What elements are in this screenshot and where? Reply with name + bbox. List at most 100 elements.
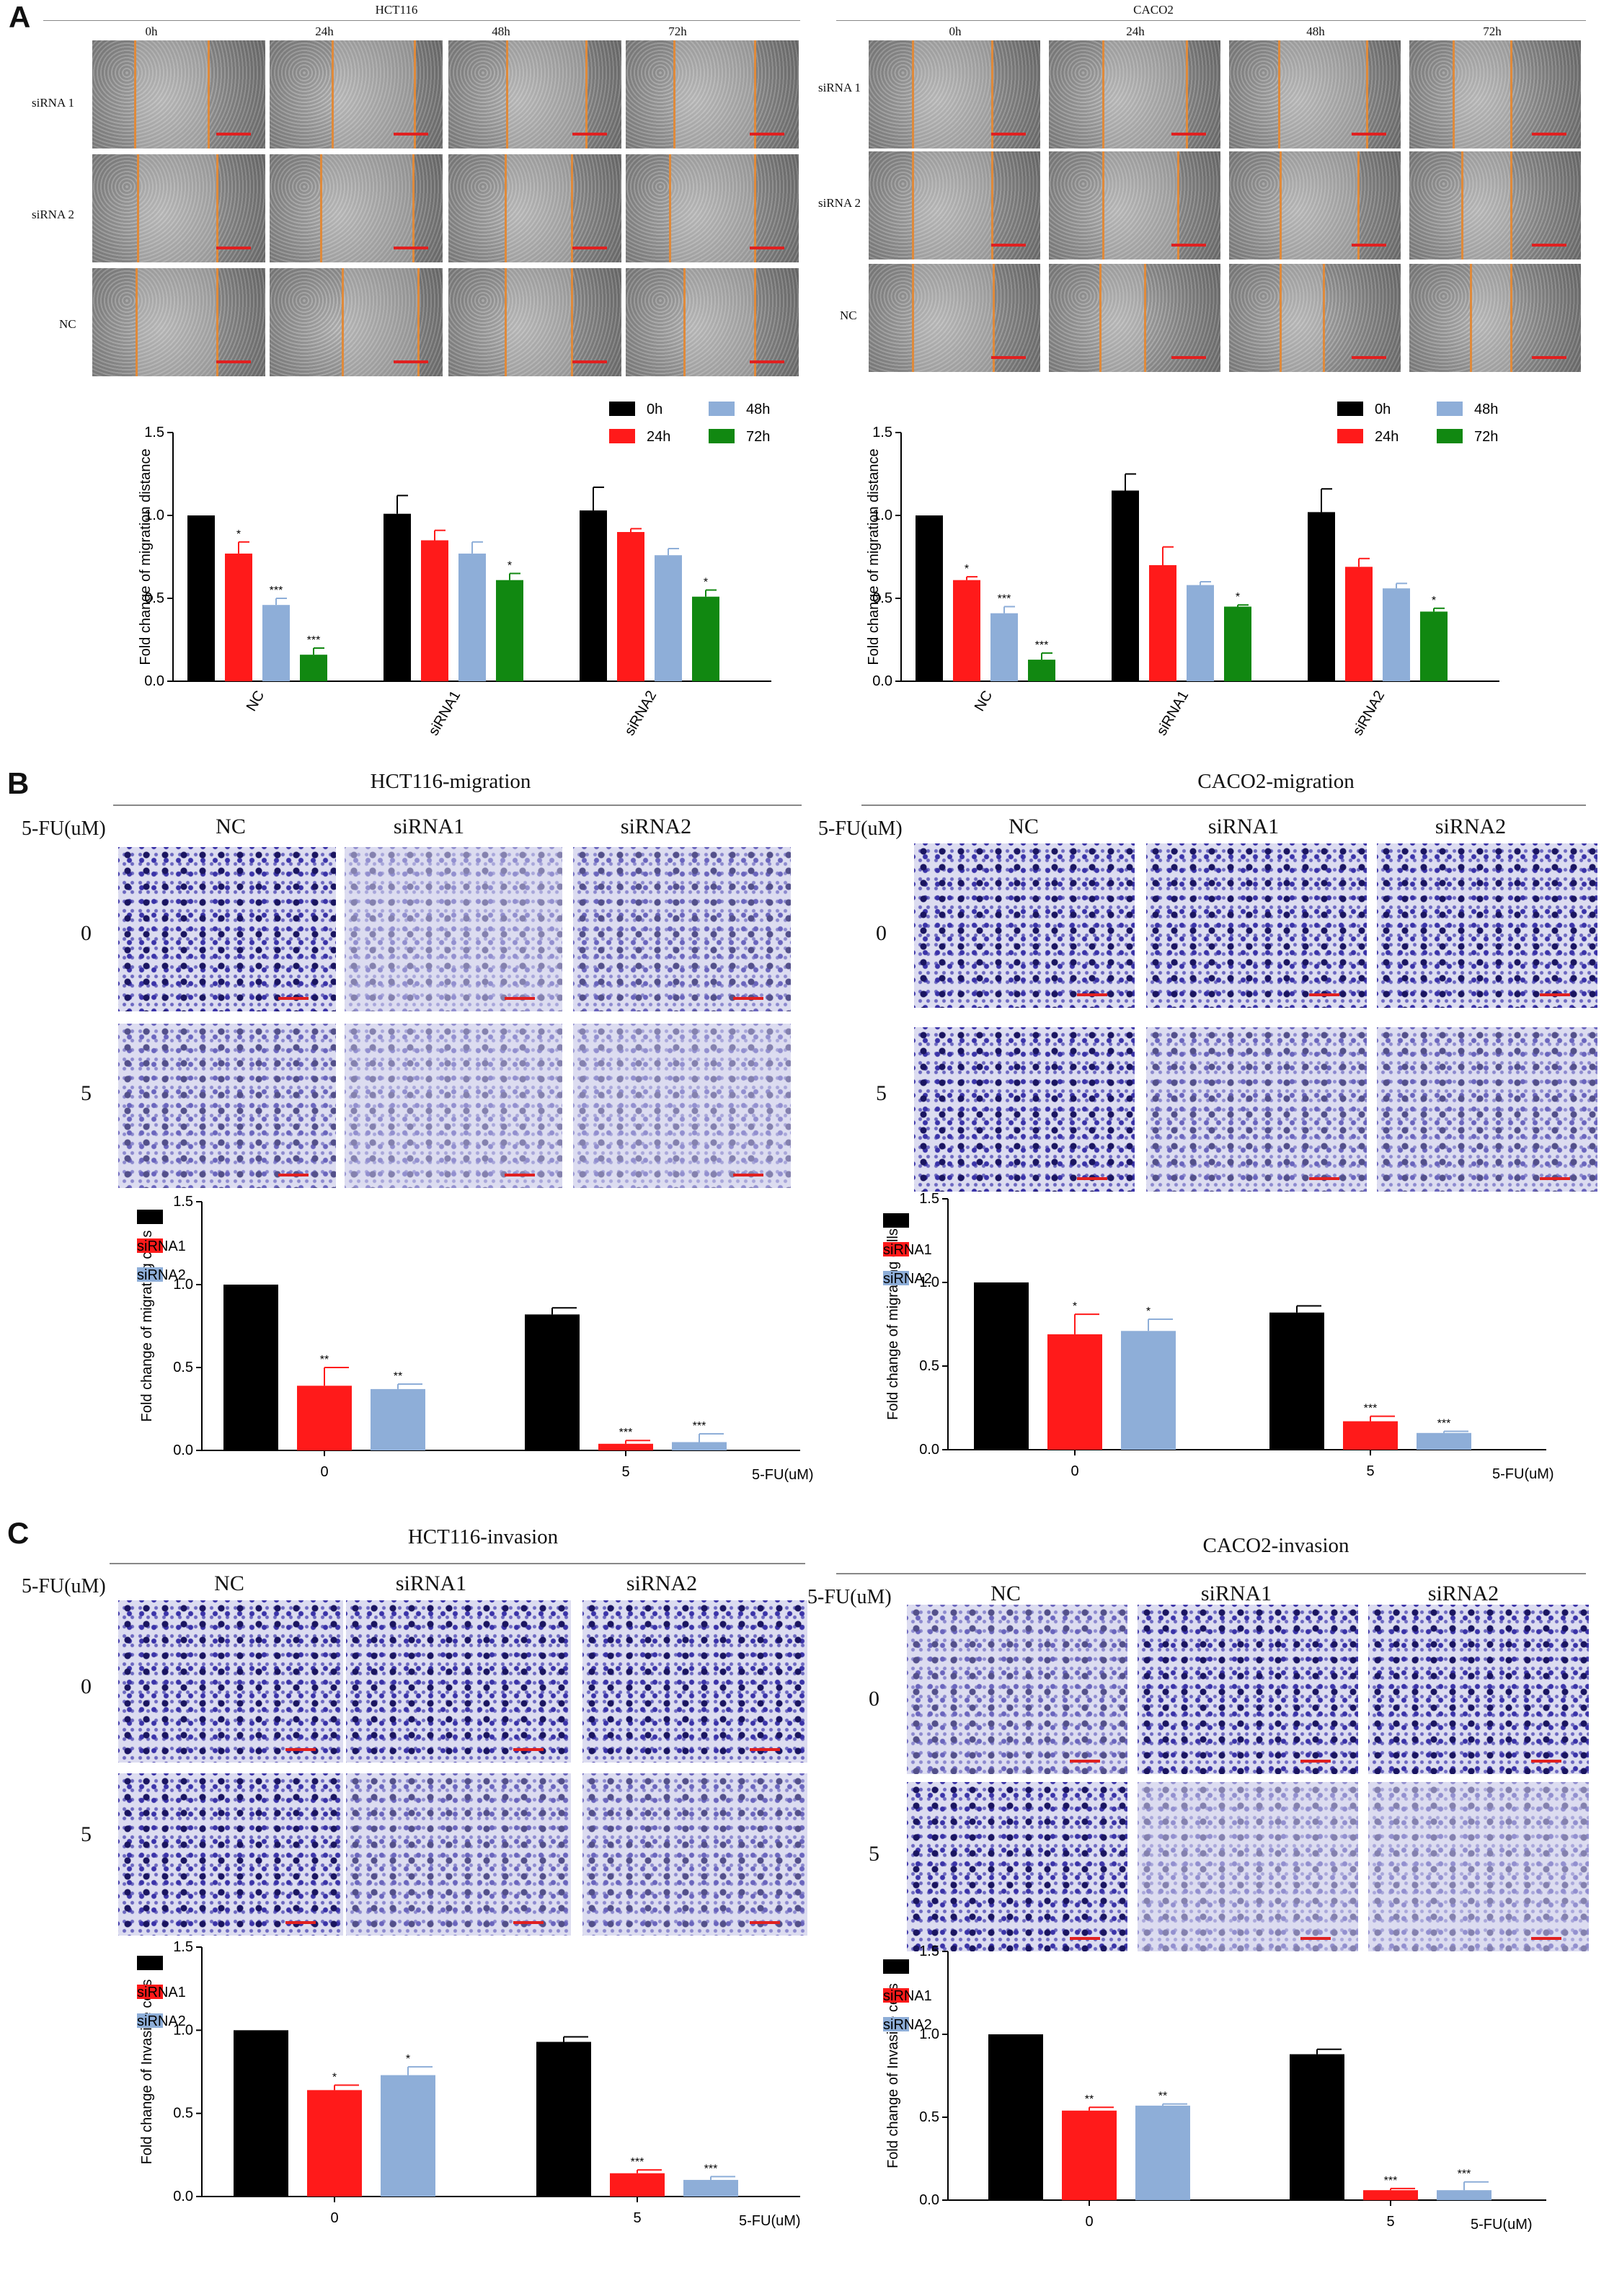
wound-edge-line <box>1453 40 1455 149</box>
legend-label-siRNA1: siRNA1 <box>137 1238 186 1254</box>
caco2-invasion-title: CACO2-invasion <box>1202 1534 1349 1557</box>
y-tick-label: 0.5 <box>173 2106 193 2122</box>
wound-edge-line <box>216 154 218 262</box>
bar-72h-siRNA1 <box>496 580 523 681</box>
significance-label: *** <box>998 593 1011 606</box>
scale-bar <box>991 244 1026 247</box>
scale-bar <box>216 247 251 249</box>
bar-siRNA1-0 <box>297 1386 352 1450</box>
scale-bar <box>991 133 1026 136</box>
wound-edge-line <box>1323 264 1325 372</box>
wound-edge-line <box>320 154 322 262</box>
y-axis-label: Fold change of Invasive cells <box>139 1980 155 2165</box>
legend-label-0h: 0h <box>1375 402 1391 417</box>
significance-label: * <box>406 2053 410 2065</box>
caco2-wound-micrograph <box>1229 151 1401 260</box>
y-tick-label: 0.5 <box>919 2109 939 2125</box>
legend-swatch-NC <box>883 1959 909 1974</box>
caco2-col-48h: 48h <box>1306 25 1325 38</box>
hct116-migration-col-sirna2: siRNA2 <box>620 815 692 838</box>
x-tick-label: 0 <box>320 1464 328 1480</box>
legend-label-siRNA1: siRNA1 <box>883 1242 932 1258</box>
legend-label-siRNA2: siRNA2 <box>137 1267 186 1283</box>
hct116-wound-micrograph <box>448 268 621 376</box>
legend-swatch-NC <box>137 1210 163 1224</box>
y-tick-label: 1.5 <box>919 1191 939 1207</box>
wound-edge-line <box>571 154 573 262</box>
wound-edge-line <box>1144 264 1146 372</box>
caco2-migration-row-0: 0 <box>876 921 887 945</box>
legend-label-NC: NC <box>137 1956 158 1972</box>
bar-24h-NC <box>953 580 980 681</box>
bar-siRNA1-0 <box>1062 2110 1117 2200</box>
caco2-invasion-micrograph <box>1368 1782 1589 1951</box>
scale-bar <box>1309 993 1339 996</box>
wound-edge-line <box>1461 151 1463 260</box>
significance-label: *** <box>1364 1403 1378 1415</box>
hct116-migration-row-5: 5 <box>81 1081 92 1105</box>
significance-label: *** <box>270 585 283 597</box>
caco2-wound-micrograph <box>1049 151 1220 260</box>
scale-bar <box>1532 244 1566 247</box>
legend-label-24h: 24h <box>1375 429 1399 445</box>
y-tick-label: 1.0 <box>173 1277 193 1293</box>
hct116-migration-micrograph <box>345 847 562 1011</box>
hct116-migration-row-0: 0 <box>81 921 92 945</box>
wound-edge-line <box>912 264 914 372</box>
hct116-migration-title: HCT116-migration <box>370 770 531 793</box>
bar-0h-NC <box>916 515 943 681</box>
scale-bar <box>1300 1760 1331 1763</box>
legend-swatch-NC <box>883 1213 909 1228</box>
hct116-invasion-treatment-label: 5-FU(uM) <box>22 1575 106 1597</box>
hct116-migration-micrograph <box>345 1024 562 1188</box>
hct116-col-24h: 24h <box>315 25 334 38</box>
bar-48h-siRNA2 <box>655 555 682 681</box>
scale-bar <box>285 1748 316 1751</box>
bar-NC-5 <box>536 2042 591 2197</box>
wound-edge-line <box>1278 40 1280 149</box>
y-tick-label: 0.5 <box>872 590 892 606</box>
caco2-migration-title: CACO2-migration <box>1197 770 1355 793</box>
legend-swatch-0h <box>1337 402 1363 416</box>
wound-edge-line <box>1102 40 1104 149</box>
significance-label: * <box>1146 1306 1151 1318</box>
chart-c-hct116-invasive-cells: 0.0 0.5 1.0 1.5 Fold change of Invasive cell… <box>137 1939 858 2249</box>
legend-swatch-48h <box>1437 402 1463 416</box>
legend-label-72h: 72h <box>1474 429 1498 445</box>
y-tick-label: 1.5 <box>872 425 892 440</box>
bar-NC-5 <box>1269 1312 1324 1450</box>
bar-NC-0 <box>234 2030 288 2197</box>
caco2-row-sirna2: siRNA 2 <box>818 196 861 210</box>
legend-label-NC: NC <box>883 1959 904 1975</box>
x-tick-label: NC <box>244 688 267 714</box>
caco2-invasion-col-sirna2: siRNA2 <box>1427 1582 1499 1605</box>
y-tick-label: 1.5 <box>919 1943 939 1959</box>
hct116-wound-micrograph <box>626 40 799 149</box>
wound-edge-line <box>585 40 588 149</box>
hct116-wound-micrograph <box>92 154 265 262</box>
scale-bar <box>1077 1177 1107 1180</box>
scale-bar <box>216 133 251 136</box>
legend-swatch-siRNA2 <box>137 1267 163 1282</box>
legend-swatch-siRNA2 <box>137 2013 163 2028</box>
hct116-invasion-micrograph <box>582 1773 807 1936</box>
scale-bar <box>572 247 607 249</box>
significance-label: *** <box>1035 639 1049 652</box>
wound-edge-line <box>912 151 914 260</box>
wound-edge-line <box>136 268 138 376</box>
hct116-wound-micrograph <box>270 268 443 376</box>
bar-siRNA1-5 <box>1363 2190 1418 2200</box>
legend-label-48h: 48h <box>1474 402 1498 417</box>
y-tick-label: 1.5 <box>173 1939 193 1955</box>
hct116-wound-micrograph <box>448 154 621 262</box>
caco2-wound-rule <box>836 20 1586 21</box>
x-tick-label: 0 <box>330 2210 338 2226</box>
caco2-invasion-row-5: 5 <box>869 1842 879 1866</box>
scale-bar <box>1070 1937 1100 1940</box>
caco2-invasion-rule <box>836 1573 1586 1574</box>
y-tick-label: 0.0 <box>919 1442 939 1458</box>
legend-label-48h: 48h <box>746 402 770 417</box>
wound-edge-line <box>1357 151 1360 260</box>
scale-bar <box>1352 133 1386 136</box>
caco2-invasion-micrograph <box>907 1605 1127 1774</box>
